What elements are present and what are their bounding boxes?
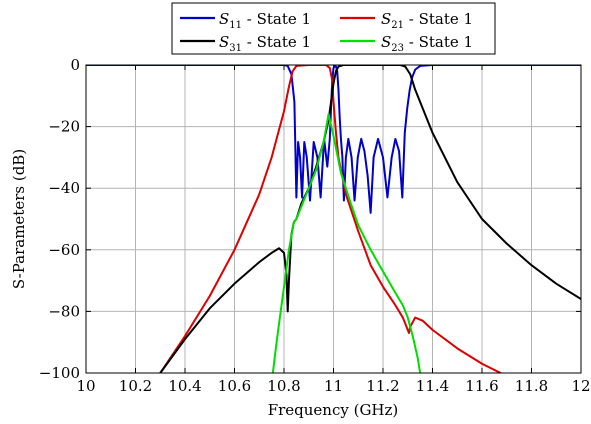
x-tick-label: 11 [324, 377, 343, 395]
legend-label-s21: S21 - State 1 [381, 10, 473, 31]
x-tick-label: 10.6 [218, 377, 251, 395]
legend-label-s23: S23 - State 1 [381, 33, 473, 54]
x-tick-label: 12 [571, 377, 590, 395]
x-tick-label: 10.8 [267, 377, 300, 395]
legend-label-s31: S31 - State 1 [219, 33, 311, 54]
y-axis-title: S-Parameters (dB) [10, 149, 28, 289]
x-tick-label: 10 [76, 377, 95, 395]
x-tick-label: 10.2 [119, 377, 152, 395]
series-line-s23 [271, 113, 422, 373]
series-line-s21 [159, 65, 503, 373]
x-tick-label: 11.8 [515, 377, 548, 395]
y-tick-label: −20 [48, 118, 80, 136]
legend-label-s11: S11 - State 1 [219, 10, 311, 31]
series-line-s11 [86, 65, 581, 214]
y-tick-label: −100 [39, 364, 80, 382]
legend-box [171, 2, 496, 55]
y-tick-label: −60 [48, 241, 80, 259]
y-tick-label: −80 [48, 302, 80, 320]
x-tick-labels: 10 10.2 10.4 10.6 10.8 11 11.2 11.4 11.6 11.8 12 [76, 377, 590, 395]
x-tick-label: 11.4 [416, 377, 449, 395]
y-tick-label: 0 [70, 56, 80, 74]
x-tick-label: 10.4 [168, 377, 201, 395]
x-tick-label: 11.6 [465, 377, 498, 395]
x-tick-label: 11.2 [366, 377, 399, 395]
legend: S11 - State 1 S21 - State 1 S31 - State … [171, 2, 496, 55]
axis-ticks [85, 64, 582, 374]
y-tick-labels: −100 −80 −60 −40 −20 0 [39, 56, 80, 382]
series-layer [86, 65, 581, 373]
x-axis-title: Frequency (GHz) [268, 401, 399, 419]
y-tick-label: −40 [48, 179, 80, 197]
